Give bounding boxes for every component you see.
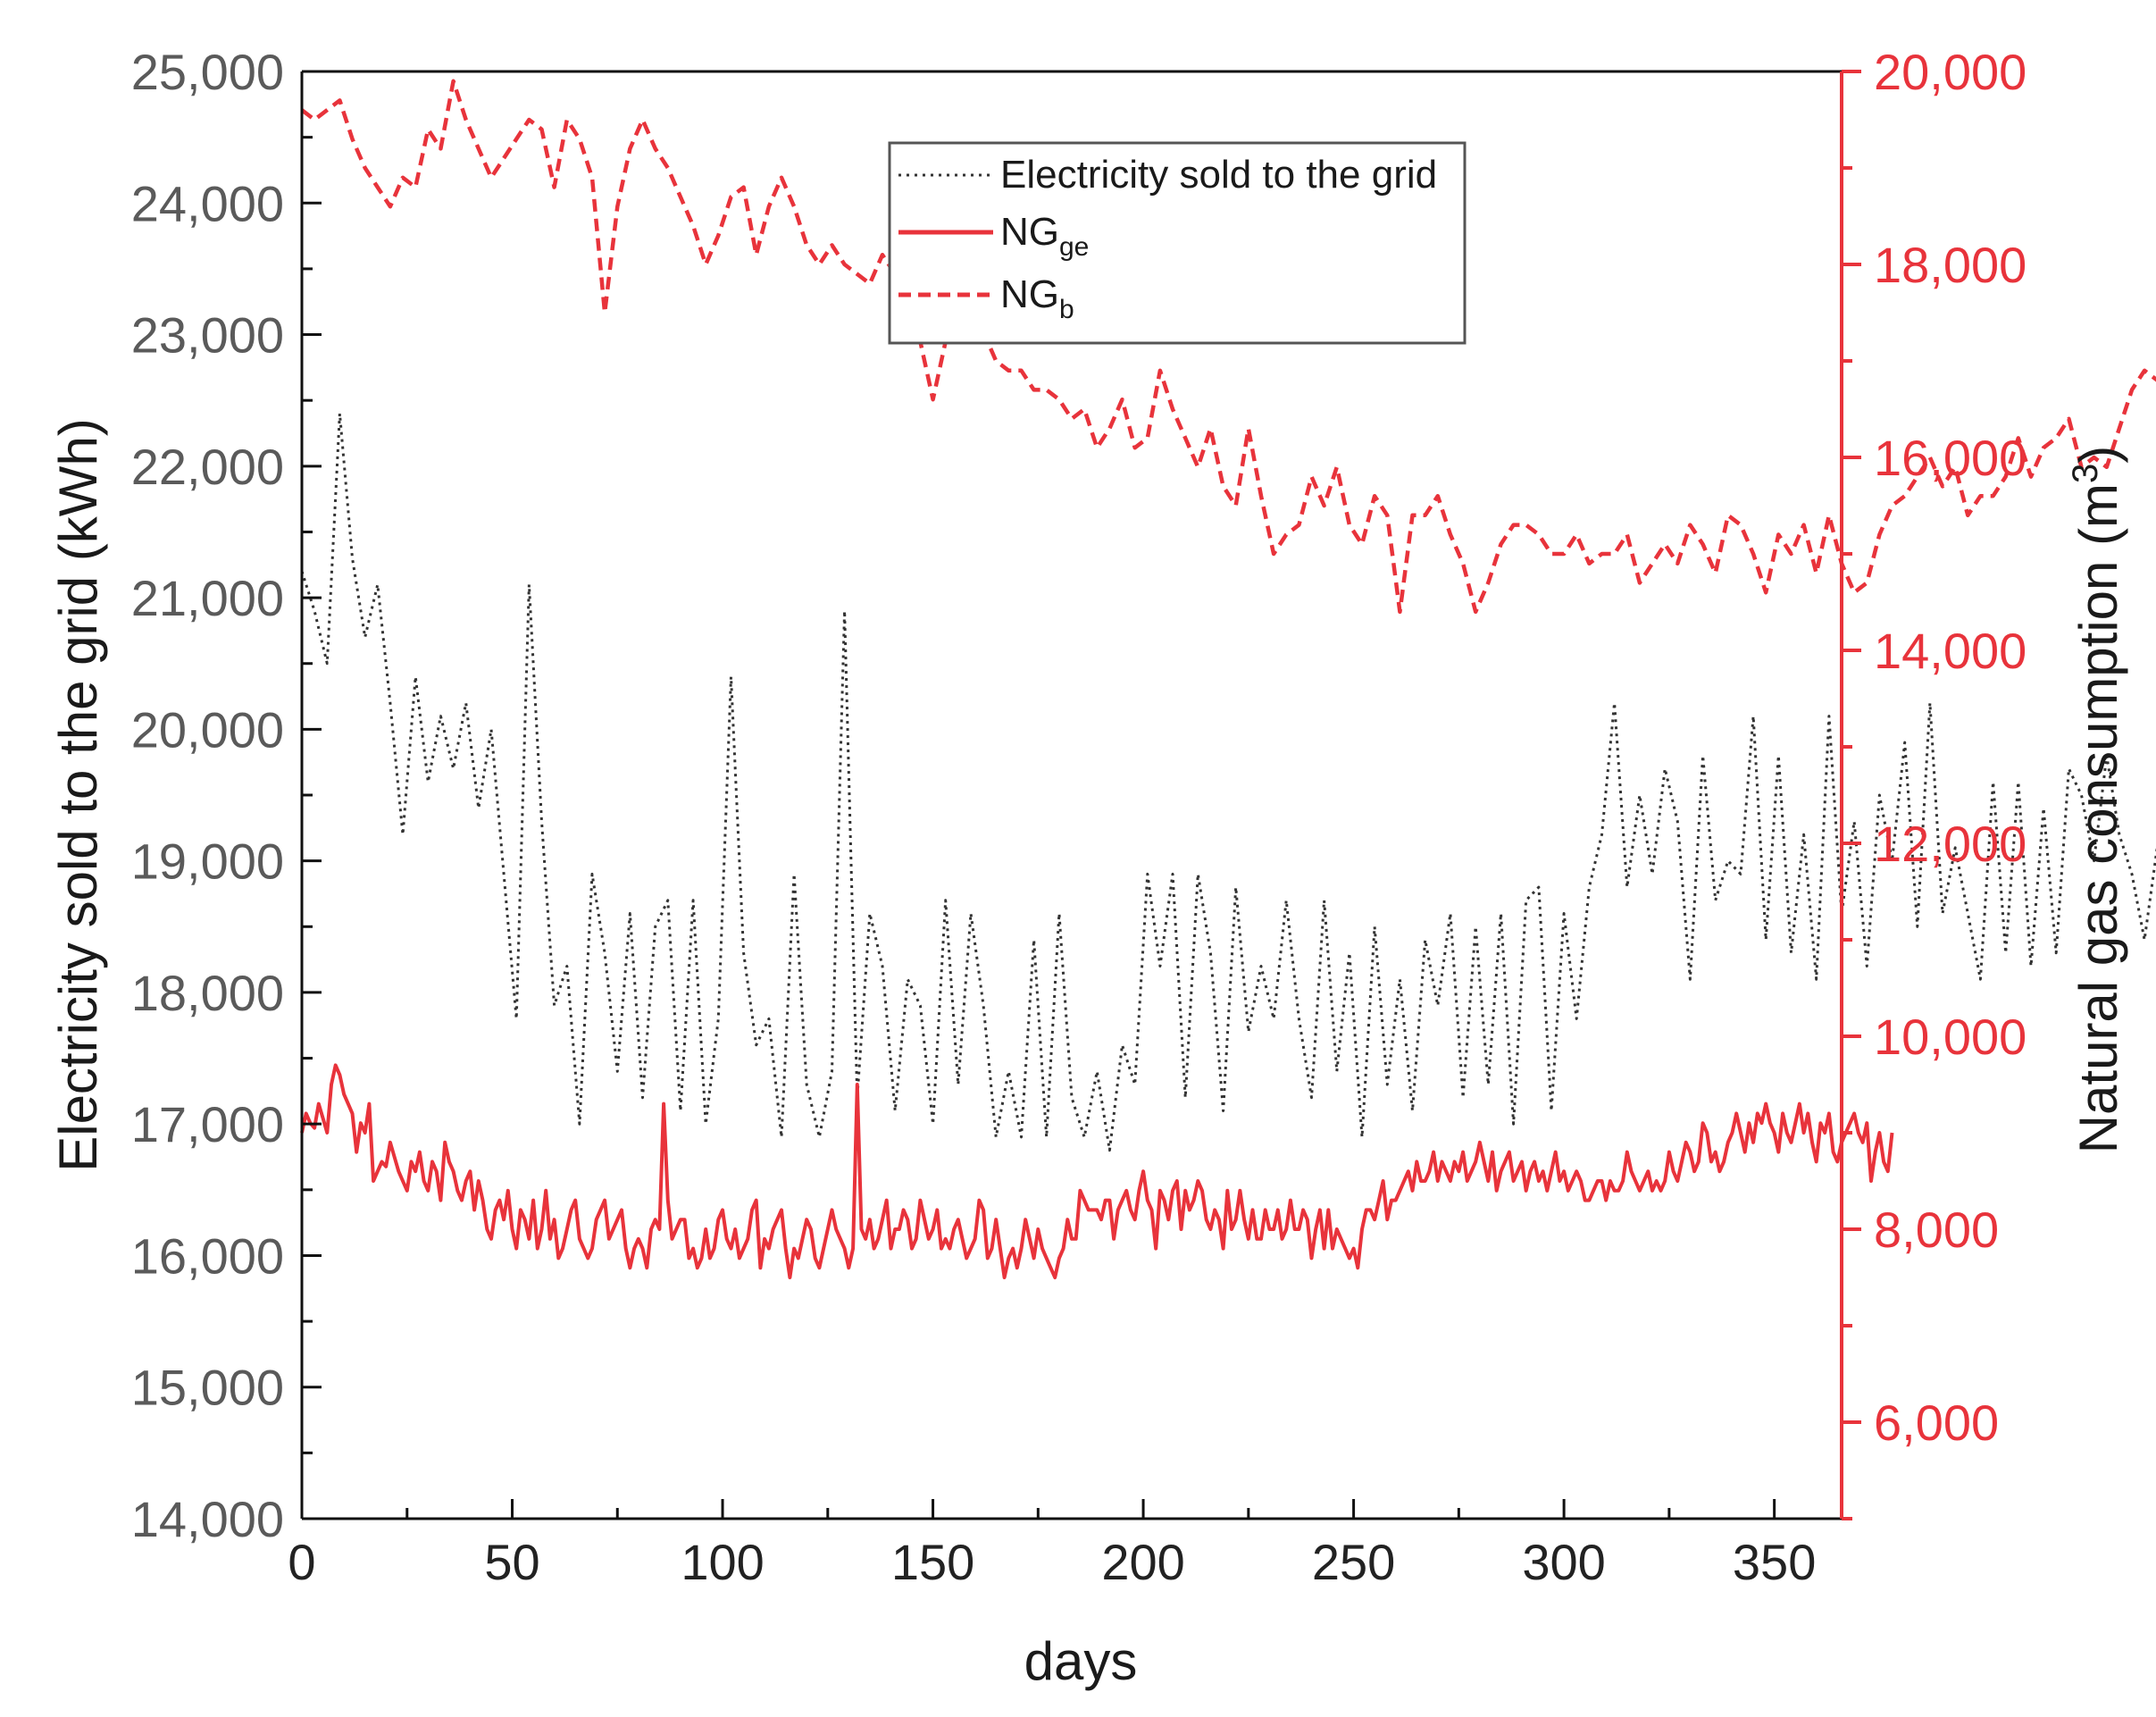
legend: Electricity sold to the grid NGge NGb: [888, 141, 1467, 345]
legend-label-ng-b-base: NG: [1000, 272, 1059, 316]
left-tick-label: 21,000: [131, 570, 284, 626]
left-tick-label: 23,000: [131, 307, 284, 364]
left-tick-label: 17,000: [131, 1096, 284, 1152]
right-tick-label: 18,000: [1874, 237, 2026, 293]
legend-label-ng-ge: NGge: [1000, 210, 1089, 262]
left-axis-title: Electricity sold to the grid (kWh): [48, 418, 108, 1172]
x-tick-label: 250: [1312, 1534, 1395, 1590]
left-tick-label: 25,000: [131, 44, 284, 100]
legend-box: [888, 141, 1467, 345]
x-tick-label: 0: [288, 1534, 315, 1590]
right-axis-title-main: Natural gas consumption (m: [2068, 483, 2128, 1153]
left-tick-label: 15,000: [131, 1360, 284, 1416]
left-tick-label: 14,000: [131, 1491, 284, 1547]
right-tick-label: 14,000: [1874, 623, 2026, 679]
x-tick-label: 50: [484, 1534, 539, 1590]
plot-area: [300, 79, 2156, 1279]
x-axis-title: days: [1024, 1631, 1138, 1691]
left-tick-label: 22,000: [131, 439, 284, 495]
series-line-ngb: [300, 79, 2156, 615]
left-tick-label: 18,000: [131, 965, 284, 1021]
right-tick-label: 6,000: [1874, 1395, 1999, 1451]
right-axis-title-sup: 3: [2066, 464, 2105, 483]
right-tick-label: 16,000: [1874, 430, 2026, 486]
right-tick-label: 8,000: [1874, 1202, 1999, 1258]
axes: 0 50 100 150 200 250 300 350 14,000 15,000 16,000 1…: [131, 44, 2027, 1590]
x-tick-label: 300: [1522, 1534, 1605, 1590]
right-axis-title-end: ): [2068, 446, 2128, 464]
right-tick-label: 12,000: [1874, 816, 2026, 872]
left-tick-label: 20,000: [131, 701, 284, 758]
legend-label-ng-b-sub: b: [1059, 295, 1074, 324]
left-tick-label: 19,000: [131, 833, 284, 890]
legend-label-electricity: Electricity sold to the grid: [1000, 153, 1437, 197]
left-tick-label: 16,000: [131, 1227, 284, 1284]
right-tick-label: 10,000: [1874, 1009, 2026, 1065]
x-tick-label: 200: [1101, 1534, 1184, 1590]
series-line-ngge: [300, 1063, 1894, 1279]
legend-label-ng-b: NGb: [1000, 272, 1074, 324]
legend-label-ng-ge-sub: ge: [1059, 232, 1089, 262]
right-axis-title: Natural gas consumption (m3): [2066, 446, 2128, 1154]
x-tick-label: 350: [1733, 1534, 1816, 1590]
right-tick-label: 20,000: [1874, 44, 2026, 100]
legend-label-ng-ge-base: NG: [1000, 210, 1059, 254]
left-tick-label: 24,000: [131, 175, 284, 231]
x-tick-label: 100: [681, 1534, 764, 1590]
x-tick-label: 150: [891, 1534, 974, 1590]
